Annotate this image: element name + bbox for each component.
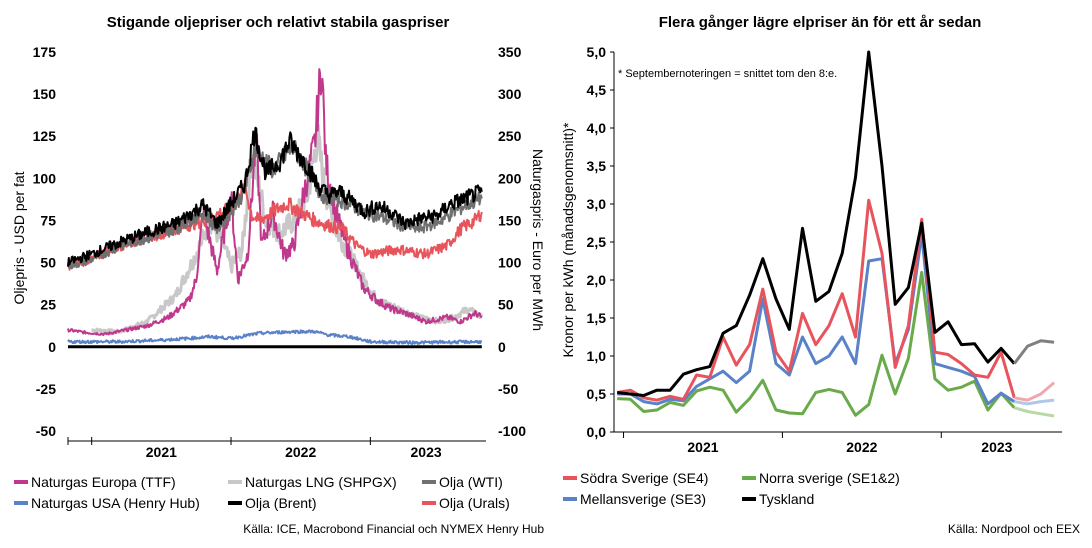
- right-series-forecast-mellansverige-se3-: [1014, 398, 1055, 406]
- left-y-tick-label: 100: [33, 170, 57, 186]
- left-series-line-naturgas-usa-henry-hub-: [67, 329, 483, 345]
- right-chart-source: Källa: Nordpool och EEX: [948, 522, 1080, 536]
- right-x-year-label: 2022: [846, 439, 877, 455]
- right-y-axis-label: Naturgaspris - Euro per MWh: [530, 149, 546, 331]
- left-y-tick-label: 125: [33, 128, 57, 144]
- right-y-tick-label: 350: [498, 44, 522, 60]
- right-series-line-mellansverige-se3-: [617, 232, 1016, 406]
- legend-swatch-se4: [563, 476, 577, 480]
- right-y-tick-label: 2,0: [587, 272, 607, 288]
- left-x-year-label: 2023: [411, 444, 442, 460]
- right-y-tick-label: 50: [498, 297, 514, 313]
- left-legend: Naturgas Europa (TTF) Naturgas LNG (SHPG…: [14, 474, 510, 511]
- left-y-tick-label: 0: [48, 339, 56, 355]
- left-series-line-olja-brent-: [67, 126, 483, 267]
- legend-label-tyskland: Tyskland: [759, 491, 814, 507]
- right-y-tick-label: 2,5: [587, 234, 607, 250]
- right-y-tick-label: 1,0: [587, 348, 607, 364]
- right-series-line-tyskland: [617, 50, 1016, 397]
- right-y-tick-label: 0,5: [587, 386, 607, 402]
- right-y-tick-label: 250: [498, 128, 522, 144]
- right-chart-title: Flera gånger lägre elpriser än för ett å…: [659, 14, 982, 31]
- left-y-tick-label: -25: [36, 381, 56, 397]
- left-plot-area: 1751501251007550250-25-50350300250200150…: [33, 44, 527, 460]
- right-y-tick-label: 3,0: [587, 196, 607, 212]
- right-y-tick-label: 4,0: [587, 120, 607, 136]
- left-y-tick-label: 25: [40, 297, 56, 313]
- right-y-tick-label: 4,5: [587, 82, 607, 98]
- right-series-forecast-s-dra-sverige-se4-: [1014, 381, 1056, 402]
- left-y-tick-label: 50: [40, 255, 56, 271]
- right-y-tick-label: 0,0: [587, 424, 607, 440]
- legend-swatch-wti: [422, 480, 436, 484]
- legend-swatch-henryhub: [14, 501, 28, 505]
- right-chart-note: * Septembernoteringen = snittet tom den …: [618, 68, 837, 80]
- left-series-line-naturgas-lng-shpgx-: [91, 123, 484, 334]
- legend-label-ttf: Naturgas Europa (TTF): [31, 474, 176, 490]
- legend-label-se3: Mellansverige (SE3): [580, 491, 706, 507]
- legend-swatch-lng: [228, 480, 242, 484]
- legend-label-henryhub: Naturgas USA (Henry Hub): [31, 495, 200, 511]
- legend-swatch-tyskland: [742, 497, 756, 501]
- left-y-tick-label: 150: [33, 86, 57, 102]
- right-y-tick-label: -100: [498, 423, 526, 439]
- left-x-year-label: 2021: [146, 444, 177, 460]
- left-y-tick-label: 175: [33, 44, 57, 60]
- left-x-year-label: 2022: [285, 444, 316, 460]
- right-x-year-label: 2021: [687, 439, 718, 455]
- right-plot-area: 5,0 4,5 4,0 3,5 3,0 2,5 2,0 1,5 1,0 0,5 0,0 2021 202…: [587, 44, 1062, 455]
- left-y-tick-label: -50: [36, 423, 56, 439]
- right-y-tick-label: 1,5: [587, 310, 607, 326]
- right-y-tick-label: 300: [498, 86, 522, 102]
- right-x-year-label: 2023: [981, 439, 1012, 455]
- right-y-tick-label: 0: [498, 339, 506, 355]
- left-chart-source: Källa: ICE, Macrobond Financial och NYME…: [243, 522, 544, 536]
- right-y-axis-label-elpris: Kronor per kWh (månadsgenomsnitt)*: [560, 122, 576, 358]
- right-y-tick-label: 100: [498, 255, 522, 271]
- legend-label-se4: Södra Sverige (SE4): [580, 470, 708, 486]
- left-series-line-naturgas-europa-ttf-: [67, 68, 483, 337]
- legend-label-se12: Norra sverige (SE1&2): [759, 470, 900, 486]
- legend-swatch-brent: [228, 501, 242, 505]
- legend-label-lng: Naturgas LNG (SHPGX): [245, 474, 397, 490]
- right-y-tick-label: 5,0: [587, 44, 607, 60]
- right-series-forecast-norra-sverige-se1-2-: [1013, 406, 1055, 418]
- right-series-line-s-dra-sverige-se4-: [616, 198, 1016, 402]
- legend-swatch-ttf: [14, 480, 28, 484]
- left-chart-title: Stigande oljepriser och relativt stabila…: [107, 14, 450, 31]
- right-y-tick-label: 3,5: [587, 158, 607, 174]
- right-y-tick-label: 200: [498, 170, 522, 186]
- legend-swatch-se3: [563, 497, 577, 501]
- left-y-axis-label: Oljepris - USD per fat: [11, 171, 27, 304]
- legend-label-brent: Olja (Brent): [245, 495, 317, 511]
- right-y-tick-label: -50: [498, 381, 518, 397]
- right-series-forecast-tyskland: [1013, 339, 1055, 365]
- legend-label-wti: Olja (WTI): [439, 474, 503, 490]
- left-y-tick-label: 75: [40, 212, 56, 228]
- legend-label-urals: Olja (Urals): [439, 495, 510, 511]
- legend-swatch-se12: [742, 476, 756, 480]
- right-legend: Södra Sverige (SE4) Norra sverige (SE1&2…: [563, 470, 900, 507]
- right-y-tick-label: 150: [498, 212, 522, 228]
- legend-swatch-urals: [422, 501, 436, 505]
- right-series-line-norra-sverige-se1-2-: [617, 270, 1016, 417]
